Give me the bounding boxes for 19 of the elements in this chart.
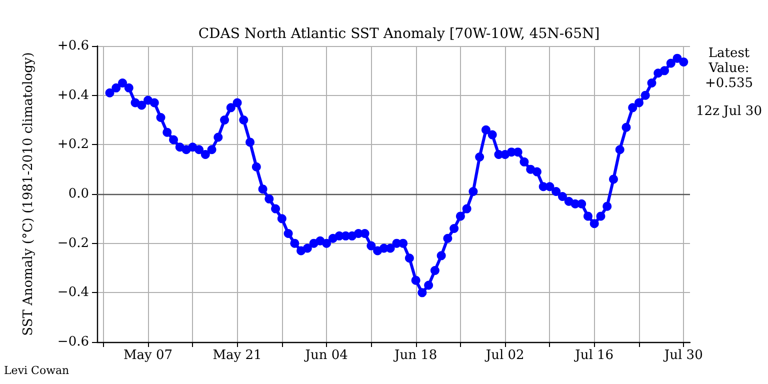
x-tick-label: Jul 02 bbox=[484, 348, 524, 363]
chart-title: CDAS North Atlantic SST Anomaly [70W-10W, 45N-65N] bbox=[198, 26, 600, 42]
y-tick-label: +0.4 bbox=[57, 88, 89, 103]
text: Levi Cowan bbox=[4, 364, 70, 377]
y-tick-label: +0.2 bbox=[57, 137, 89, 152]
y-tick-label: −0.2 bbox=[57, 236, 89, 251]
text: Latest Value: +0.535 bbox=[704, 46, 754, 91]
x-tick-label: May 07 bbox=[123, 348, 173, 363]
y-tick-label: 0.0 bbox=[68, 186, 89, 202]
y-axis-title: SST Anomaly (°C) (1981-2010 climatology) bbox=[21, 52, 36, 336]
text: 12z Jul 30 bbox=[696, 104, 762, 119]
x-tick-label: May 21 bbox=[212, 348, 262, 363]
x-tick-label: Jun 18 bbox=[392, 348, 438, 363]
y-tick-label: +0.6 bbox=[57, 38, 89, 54]
y-tick-label: −0.6 bbox=[57, 334, 89, 350]
x-tick-label: Jun 04 bbox=[303, 348, 348, 363]
x-tick-label: Jul 30 bbox=[662, 348, 703, 363]
y-tick-label: −0.4 bbox=[57, 285, 89, 300]
x-tick-label: Jul 16 bbox=[573, 348, 614, 363]
